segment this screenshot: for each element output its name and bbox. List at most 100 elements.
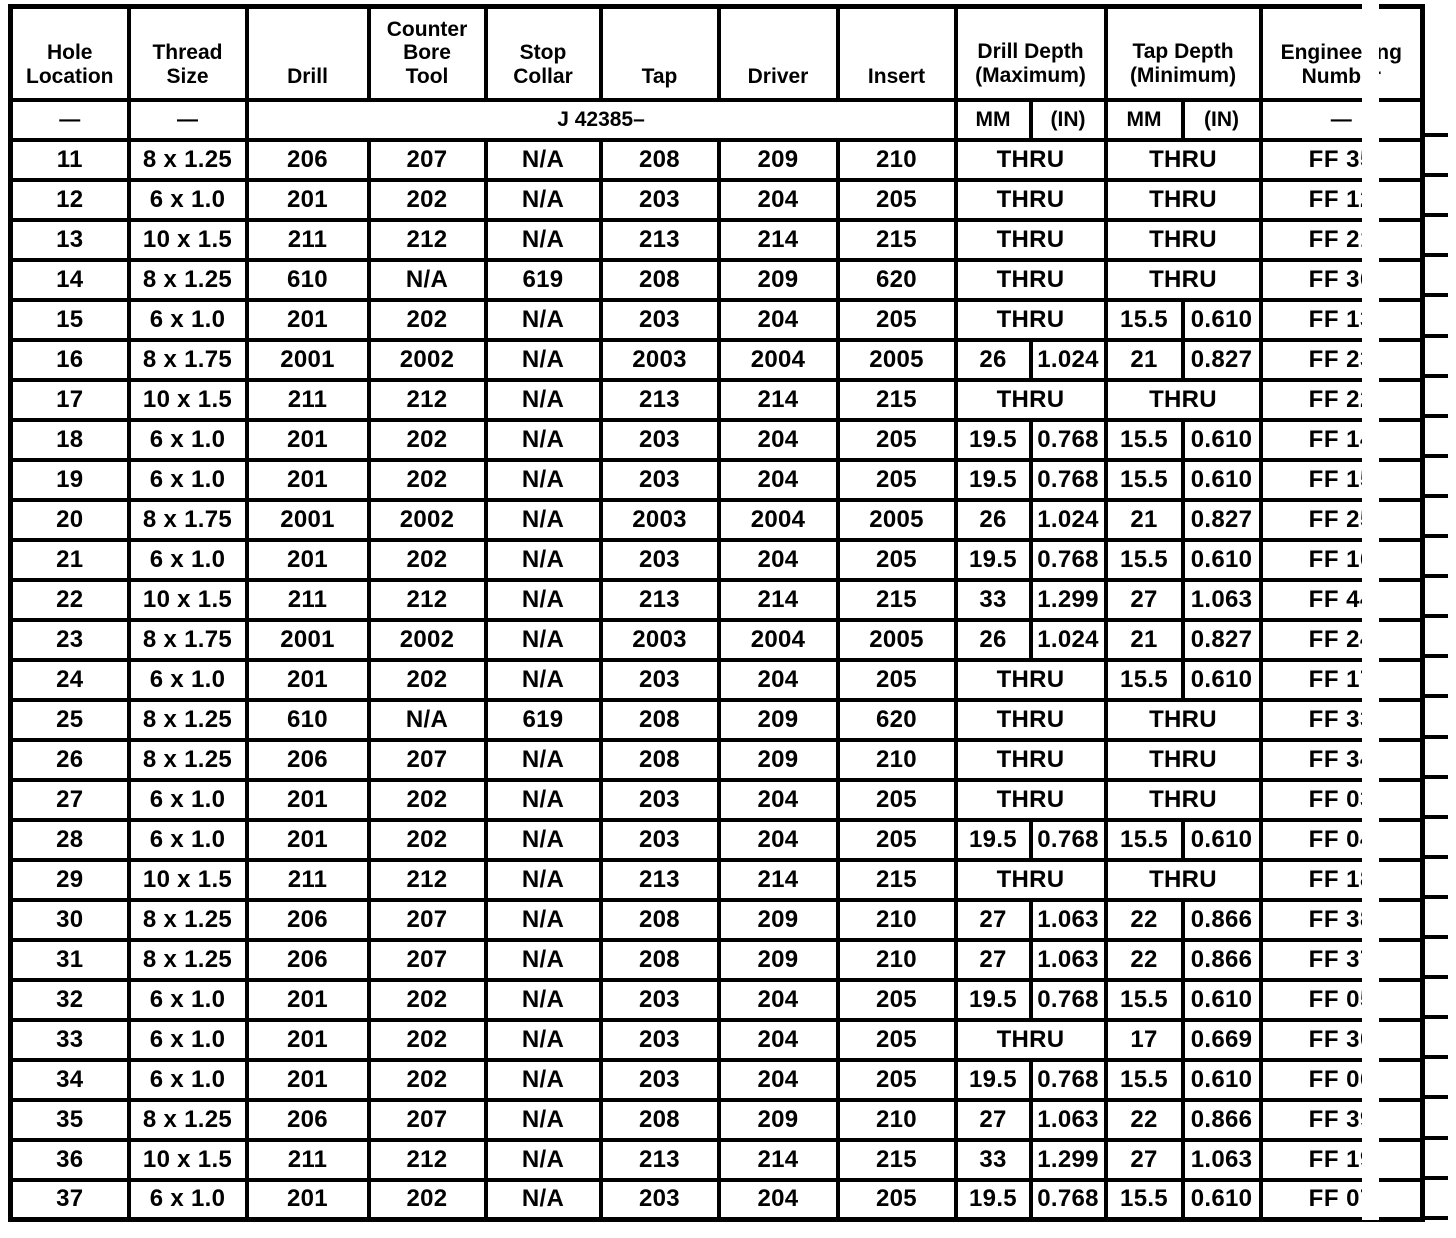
thread-size-cell: 8 x 1.75 <box>126 497 249 542</box>
thread-size-cell: 10 x 1.5 <box>126 1137 249 1182</box>
drill-depth-thru-cell: THRU <box>953 737 1108 782</box>
tap-depth-mm-cell: 21 <box>1103 617 1185 662</box>
driver-cell: 204 <box>716 977 840 1022</box>
tap-cell: 213 <box>598 217 721 262</box>
stop-collar-cell: N/A <box>483 1017 603 1062</box>
scan-edge-dash <box>1421 493 1448 498</box>
scan-edge-dash <box>1421 1015 1448 1020</box>
drill-cell: 201 <box>244 297 371 342</box>
tap-cell: 213 <box>598 377 721 422</box>
scan-edge-dash <box>1421 694 1448 699</box>
insert-cell: 215 <box>835 1137 958 1182</box>
tap-cell: 203 <box>598 1057 721 1102</box>
tap-depth-in-cell: 0.827 <box>1180 337 1263 382</box>
thread-size-cell: 8 x 1.75 <box>126 337 249 382</box>
tap-cell: 208 <box>598 897 721 942</box>
counter-bore-cell: 207 <box>366 897 488 942</box>
stop-collar-cell: N/A <box>483 377 603 422</box>
drill-depth-in-cell: 1.299 <box>1028 577 1108 622</box>
scan-edge-dash <box>1421 1095 1448 1100</box>
counter-bore-cell: 202 <box>366 777 488 822</box>
drill-depth-mm-cell: 19.5 <box>953 1057 1033 1102</box>
header-thread-size: Thread Size <box>126 4 249 102</box>
insert-cell: 205 <box>835 1177 958 1222</box>
tap-depth-in-cell: 1.063 <box>1180 577 1263 622</box>
drill-depth-in-cell: 0.768 <box>1028 977 1108 1022</box>
engineering-number-cell: FF 25 <box>1258 497 1425 542</box>
tap-cell: 208 <box>598 1097 721 1142</box>
table-row: 25 8 x 1.25 610 N/A 619 208 209 620 THRU THRU FF 3… <box>8 697 1425 742</box>
tap-depth-in-cell: 0.610 <box>1180 417 1263 462</box>
drill-depth-thru-cell: THRU <box>953 697 1108 742</box>
insert-cell: 210 <box>835 737 958 782</box>
drill-depth-in-cell: 1.063 <box>1028 897 1108 942</box>
hole-location-cell: 34 <box>8 1057 131 1102</box>
drill-cell: 201 <box>244 537 371 582</box>
driver-cell: 209 <box>716 137 840 182</box>
insert-cell: 210 <box>835 897 958 942</box>
thread-size-cell: 8 x 1.25 <box>126 937 249 982</box>
tap-depth-in-cell: 1.063 <box>1180 1137 1263 1182</box>
counter-bore-cell: 202 <box>366 1177 488 1222</box>
driver-cell: 204 <box>716 297 840 342</box>
counter-bore-cell: 202 <box>366 977 488 1022</box>
stop-collar-cell: N/A <box>483 137 603 182</box>
insert-cell: 205 <box>835 297 958 342</box>
counter-bore-cell: 202 <box>366 457 488 502</box>
thread-size-cell: 6 x 1.0 <box>126 1057 249 1102</box>
drill-cell: 610 <box>244 697 371 742</box>
counter-bore-cell: 212 <box>366 377 488 422</box>
hole-location-cell: 36 <box>8 1137 131 1182</box>
driver-cell: 214 <box>716 857 840 902</box>
hole-location-cell: 31 <box>8 937 131 982</box>
tap-depth-thru-cell: THRU <box>1103 137 1263 182</box>
counter-bore-cell: 212 <box>366 577 488 622</box>
drill-depth-mm-cell: 19.5 <box>953 537 1033 582</box>
engineering-number-cell: FF 16 <box>1258 537 1425 582</box>
tap-depth-mm-label: MM <box>1103 97 1185 142</box>
scan-edge-dash <box>1421 413 1448 418</box>
header-stop-collar: Stop Collar <box>483 4 603 102</box>
drill-depth-mm-cell: 19.5 <box>953 417 1033 462</box>
engineering-number-cell: FF 33 <box>1258 697 1425 742</box>
stop-collar-cell: N/A <box>483 537 603 582</box>
driver-cell: 204 <box>716 177 840 222</box>
drill-cell: 201 <box>244 777 371 822</box>
hole-location-cell: 21 <box>8 537 131 582</box>
drill-cell: 206 <box>244 137 371 182</box>
driver-cell: 204 <box>716 537 840 582</box>
engineering-number-cell: FF 05 <box>1258 977 1425 1022</box>
engineering-number-cell: FF 14 <box>1258 417 1425 462</box>
insert-cell: 2005 <box>835 617 958 662</box>
drill-depth-mm-cell: 26 <box>953 337 1033 382</box>
engineering-number-cell: FF 36 <box>1258 257 1425 302</box>
tap-depth-in-cell: 0.827 <box>1180 617 1263 662</box>
drill-cell: 201 <box>244 457 371 502</box>
header-tap-depth: Tap Depth (Minimum) <box>1103 4 1263 102</box>
tap-cell: 2003 <box>598 337 721 382</box>
drill-cell: 610 <box>244 257 371 302</box>
tap-cell: 208 <box>598 137 721 182</box>
tap-depth-in-label: (IN) <box>1180 97 1263 142</box>
driver-cell: 209 <box>716 697 840 742</box>
thread-size-cell: 8 x 1.25 <box>126 1097 249 1142</box>
tap-depth-mm-cell: 17 <box>1103 1017 1185 1062</box>
driver-cell: 204 <box>716 457 840 502</box>
drill-depth-thru-cell: THRU <box>953 777 1108 822</box>
counter-bore-cell: 212 <box>366 857 488 902</box>
hole-location-cell: 27 <box>8 777 131 822</box>
drill-depth-thru-cell: THRU <box>953 177 1108 222</box>
tap-cell: 203 <box>598 297 721 342</box>
table-row: 16 8 x 1.75 2001 2002 N/A 2003 2004 2005 26 1.024… <box>8 337 1425 382</box>
counter-bore-cell: 207 <box>366 137 488 182</box>
counter-bore-cell: 202 <box>366 1057 488 1102</box>
driver-cell: 204 <box>716 417 840 462</box>
drill-depth-thru-cell: THRU <box>953 377 1108 422</box>
stop-collar-cell: N/A <box>483 657 603 702</box>
drill-depth-thru-cell: THRU <box>953 297 1108 342</box>
tap-depth-mm-cell: 21 <box>1103 497 1185 542</box>
drill-depth-thru-cell: THRU <box>953 857 1108 902</box>
stop-collar-cell: N/A <box>483 1097 603 1142</box>
insert-cell: 205 <box>835 417 958 462</box>
scan-edge-dash <box>1421 1215 1448 1220</box>
